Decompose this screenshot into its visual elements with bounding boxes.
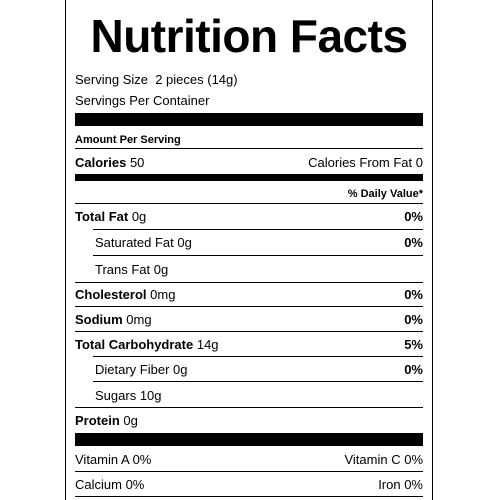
medium-divider — [75, 174, 423, 181]
total-carbohydrate-amount: 14g — [196, 337, 219, 352]
sodium-amount: 0mg — [126, 312, 152, 327]
saturated-fat-dv: 0% — [404, 235, 423, 250]
total-fat-label: Total Fat — [75, 209, 129, 224]
divider — [75, 471, 423, 472]
cholesterol-label: Cholesterol — [75, 287, 147, 302]
nutrition-label: Nutrition Facts Serving Size 2 pieces (1… — [65, 0, 433, 500]
cholesterol-dv: 0% — [404, 287, 423, 302]
dietary-fiber-label: Dietary Fiber — [95, 362, 170, 377]
saturated-fat-label: Saturated Fat — [95, 235, 174, 250]
calories-label: Calories — [75, 155, 127, 170]
divider — [93, 255, 423, 256]
dietary-fiber-amount: 0g — [173, 362, 188, 377]
total-carbohydrate-row: Total Carbohydrate 14g — [75, 337, 219, 353]
saturated-fat-row: Saturated Fat 0g — [95, 235, 192, 251]
protein-row: Protein 0g — [75, 413, 138, 429]
total-fat-row: Total Fat 0g — [75, 209, 146, 225]
divider — [75, 282, 423, 283]
dietary-fiber-dv: 0% — [404, 362, 423, 377]
total-carbohydrate-label: Total Carbohydrate — [75, 337, 194, 352]
total-fat-dv: 0% — [404, 209, 423, 224]
serving-size-label: Serving Size — [75, 72, 148, 87]
divider — [75, 306, 423, 307]
serving-size-row: Serving Size 2 pieces (14g) — [75, 72, 238, 88]
label-title: Nutrition Facts — [90, 10, 408, 62]
trans-fat-label: Trans Fat — [95, 262, 151, 277]
divider — [75, 203, 423, 204]
servings-per-container: Servings Per Container — [75, 93, 210, 108]
sodium-dv: 0% — [404, 312, 423, 327]
amount-per-serving: Amount Per Serving — [75, 134, 181, 146]
divider — [75, 331, 423, 332]
divider — [93, 229, 423, 230]
vitamin-a: Vitamin A 0% — [75, 452, 152, 467]
sugars-label: Sugars — [95, 388, 137, 403]
divider — [93, 356, 423, 357]
calories-from-fat: Calories From Fat 0 — [308, 155, 423, 170]
sodium-row: Sodium 0mg — [75, 312, 152, 328]
serving-size-value: 2 pieces (14g) — [155, 72, 238, 87]
calories-value: 50 — [129, 155, 145, 170]
divider — [75, 496, 423, 497]
total-fat-amount: 0g — [131, 209, 147, 224]
vitamin-c: Vitamin C 0% — [344, 452, 423, 467]
trans-fat-row: Trans Fat 0g — [95, 262, 168, 278]
total-carbohydrate-dv: 5% — [404, 337, 423, 352]
dietary-fiber-row: Dietary Fiber 0g — [95, 362, 188, 378]
thick-divider — [75, 113, 423, 126]
thick-divider — [75, 433, 423, 446]
sugars-row: Sugars 10g — [95, 388, 162, 404]
protein-label: Protein — [75, 413, 120, 428]
daily-value-header: % Daily Value* — [347, 188, 423, 200]
protein-amount: 0g — [123, 413, 138, 428]
divider — [75, 407, 423, 408]
divider — [75, 148, 423, 149]
sodium-label: Sodium — [75, 312, 123, 327]
sugars-amount: 10g — [139, 388, 162, 403]
cholesterol-amount: 0mg — [150, 287, 176, 302]
iron: Iron 0% — [378, 477, 423, 492]
calcium: Calcium 0% — [75, 477, 145, 492]
saturated-fat-amount: 0g — [177, 235, 192, 250]
calories-row: Calories 50 — [75, 155, 144, 171]
cholesterol-row: Cholesterol 0mg — [75, 287, 175, 303]
trans-fat-amount: 0g — [153, 262, 169, 277]
divider — [93, 381, 423, 382]
